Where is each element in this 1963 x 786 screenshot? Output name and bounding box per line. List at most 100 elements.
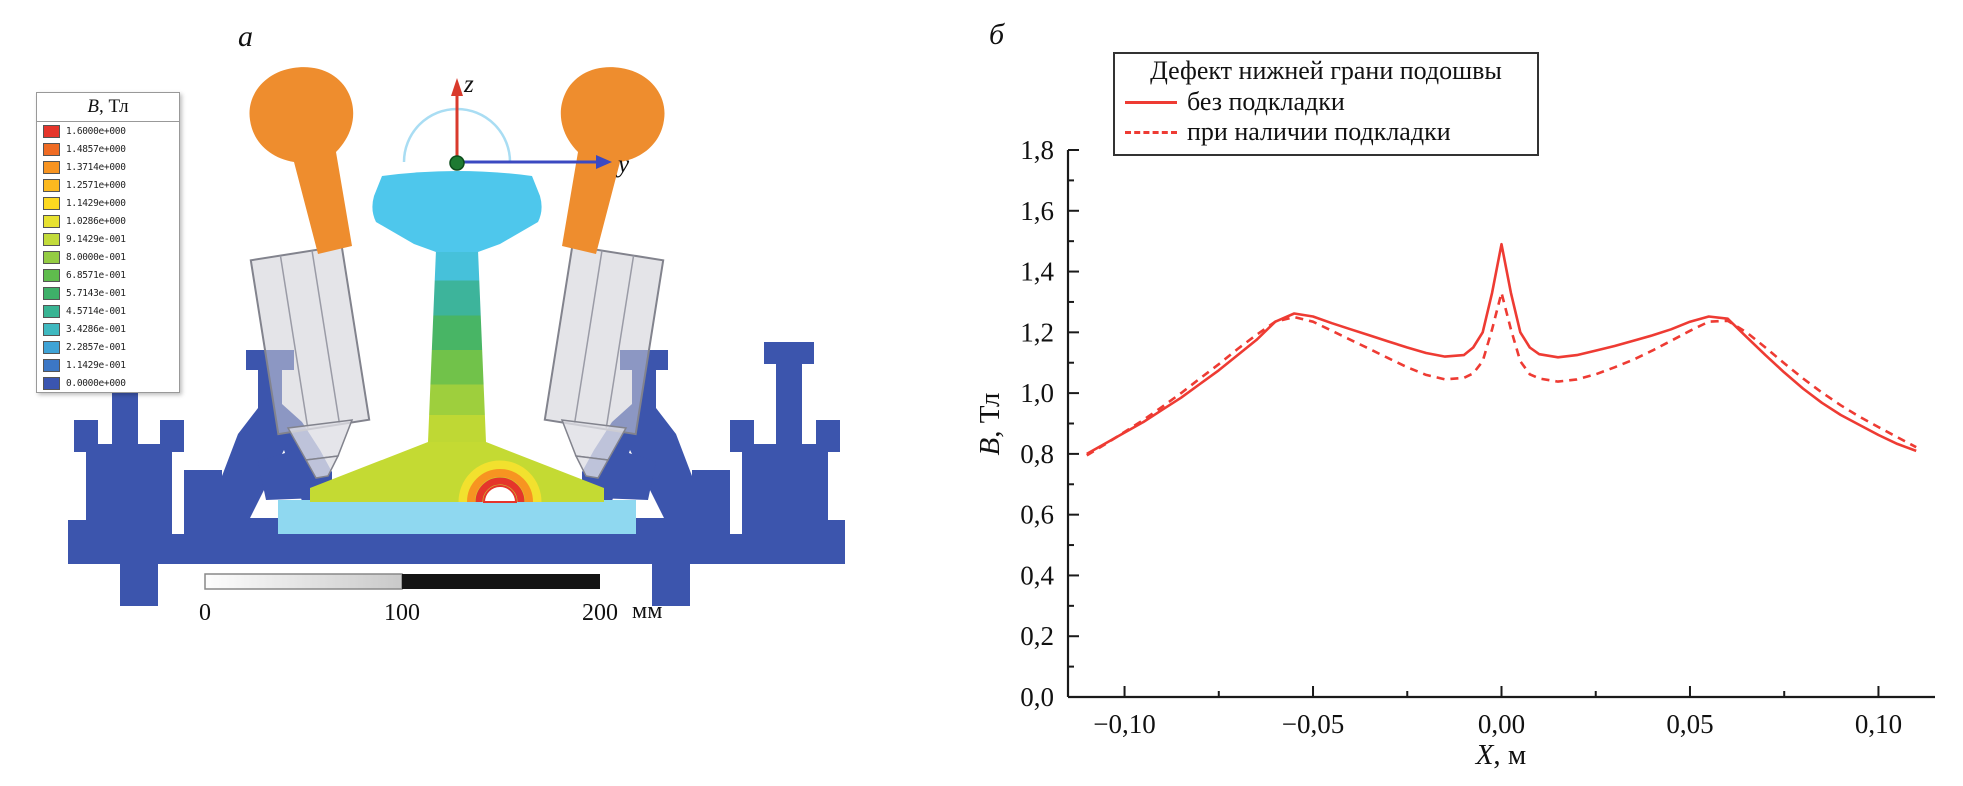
colorbar-row: 0.0000e+000 — [37, 374, 179, 392]
colorbar-legend: B, Тл 1.6000e+000 1.4857e+000 1.3714e+000 1… — [36, 92, 180, 393]
colorbar-value: 8.0000e-001 — [66, 251, 126, 263]
colorbar-swatch — [43, 358, 60, 372]
colorbar-row: 1.0286e+000 — [37, 212, 179, 230]
rail-web — [428, 250, 486, 442]
colorbar-title: B, Тл — [37, 93, 179, 122]
rail-foot — [310, 442, 604, 502]
colorbar-row: 2.2857e-001 — [37, 338, 179, 356]
colorbar-swatch — [43, 286, 60, 300]
rail-pad — [278, 500, 636, 534]
colorbar-row: 1.2571e+000 — [37, 176, 179, 194]
colorbar-value: 1.1429e+000 — [66, 197, 126, 209]
colorbar-swatch — [43, 340, 60, 354]
panel-a-simulation: а — [0, 0, 945, 786]
svg-text:0,6: 0,6 — [1020, 500, 1054, 530]
base-plate — [68, 520, 845, 564]
defect-indication — [458, 460, 542, 503]
colorbar-value: 1.4857e+000 — [66, 143, 126, 155]
svg-text:0,05: 0,05 — [1666, 709, 1713, 739]
colorbar-value: 5.7143e-001 — [66, 287, 126, 299]
chart-axes: −0,10 −0,05 0,00 0,05 0,10 0,0 0,2 0,4 0,6 0,8 1,0… — [1020, 135, 1935, 739]
svg-text:1,4: 1,4 — [1020, 257, 1054, 287]
svg-text:0,0: 0,0 — [1020, 682, 1054, 712]
magnet-left — [249, 67, 354, 254]
colorbar-row: 1.1429e-001 — [37, 356, 179, 374]
colorbar-value: 1.6000e+000 — [66, 125, 126, 137]
colorbar-row: 4.5714e-001 — [37, 302, 179, 320]
scale-bar: 0 100 200 мм — [199, 573, 662, 626]
svg-text:−0,05: −0,05 — [1282, 709, 1344, 739]
colorbar-row: 5.7143e-001 — [37, 284, 179, 302]
scale-label-100: 100 — [384, 600, 420, 626]
colorbar-swatch — [43, 142, 60, 156]
origin-marker — [449, 155, 465, 171]
svg-text:0,2: 0,2 — [1020, 621, 1054, 651]
colorbar-swatch — [43, 250, 60, 264]
colorbar-swatch — [43, 124, 60, 138]
colorbar-value: 3.4286e-001 — [66, 323, 126, 335]
scale-label-0: 0 — [199, 600, 211, 626]
legend-label-solid: без подкладки — [1187, 86, 1345, 116]
solid-line-sample — [1125, 100, 1177, 104]
svg-text:1,6: 1,6 — [1020, 196, 1054, 226]
colorbar-swatch — [43, 160, 60, 174]
svg-text:0,00: 0,00 — [1478, 709, 1525, 739]
bolt-left — [120, 564, 158, 606]
colorbar-row: 1.1429e+000 — [37, 194, 179, 212]
svg-text:−0,10: −0,10 — [1093, 709, 1155, 739]
y-axis-label: y — [615, 151, 630, 178]
panel-a-label: а — [238, 20, 253, 53]
legend-title: Дефект нижней грани подошвы — [1150, 56, 1502, 85]
field-profile-chart: −0,10 −0,05 0,00 0,05 0,10 0,0 0,2 0,4 0,6 0,8 1,0… — [974, 135, 1935, 771]
series-dashed — [1086, 291, 1917, 457]
series-solid — [1086, 242, 1917, 456]
colorbar-value: 1.0286e+000 — [66, 215, 126, 227]
colorbar-value: 1.3714e+000 — [66, 161, 126, 173]
colorbar-swatch — [43, 304, 60, 318]
colorbar-value: 6.8571e-001 — [66, 269, 126, 281]
svg-text:1,0: 1,0 — [1020, 378, 1054, 408]
svg-text:0,8: 0,8 — [1020, 439, 1054, 469]
colorbar-value: 1.1429e-001 — [66, 359, 126, 371]
chart-series — [1086, 242, 1917, 457]
y-axis-arrow — [457, 155, 612, 169]
colorbar-row: 1.6000e+000 — [37, 122, 179, 140]
simulation-scene: z y 0 100 200 мм — [68, 67, 845, 626]
x-axis-title: X, м — [1475, 739, 1527, 771]
panel-b-chart: б −0,10 −0,05 0,00 0,05 0,10 0,0 0,2 0,4 0,6 0,8 1… — [953, 0, 1963, 786]
rail-head — [372, 171, 542, 252]
legend-entry-dashed: при наличии подкладки — [1125, 117, 1527, 148]
colorbar-row: 1.3714e+000 — [37, 158, 179, 176]
legend-label-dashed: при наличии подкладки — [1187, 117, 1451, 147]
legend-entry-solid: без подкладки — [1125, 87, 1527, 118]
colorbar-swatch — [43, 232, 60, 246]
svg-text:0,4: 0,4 — [1020, 560, 1054, 590]
colorbar-row: 8.0000e-001 — [37, 248, 179, 266]
z-axis-label: z — [463, 71, 474, 98]
colorbar-swatch — [43, 268, 60, 282]
colorbar-row: 1.4857e+000 — [37, 140, 179, 158]
colorbar-row: 3.4286e-001 — [37, 320, 179, 338]
y-axis-title: B, Тл — [974, 393, 1006, 456]
colorbar-swatch — [43, 196, 60, 210]
dashed-line-sample — [1125, 131, 1177, 135]
chart-legend: Дефект нижней грани подошвы без подкладк… — [1113, 52, 1539, 157]
svg-text:1,2: 1,2 — [1020, 317, 1054, 347]
z-axis-arrow — [451, 78, 463, 160]
colorbar-value: 9.1429e-001 — [66, 233, 126, 245]
colorbar-rows: 1.6000e+000 1.4857e+000 1.3714e+000 1.2571e… — [37, 122, 179, 392]
colorbar-row: 9.1429e-001 — [37, 230, 179, 248]
colorbar-value: 2.2857e-001 — [66, 341, 126, 353]
scale-unit: мм — [632, 598, 662, 624]
colorbar-value: 1.2571e+000 — [66, 179, 126, 191]
colorbar-swatch — [43, 322, 60, 336]
svg-text:1,8: 1,8 — [1020, 135, 1054, 165]
fastening-assembly-left — [74, 342, 332, 534]
colorbar-swatch — [43, 214, 60, 228]
svg-text:0,10: 0,10 — [1855, 709, 1902, 739]
bolt-right — [652, 564, 690, 606]
sensor-block-left — [249, 244, 371, 479]
scale-label-200: 200 — [582, 600, 618, 626]
panel-b-label: б — [989, 18, 1005, 51]
